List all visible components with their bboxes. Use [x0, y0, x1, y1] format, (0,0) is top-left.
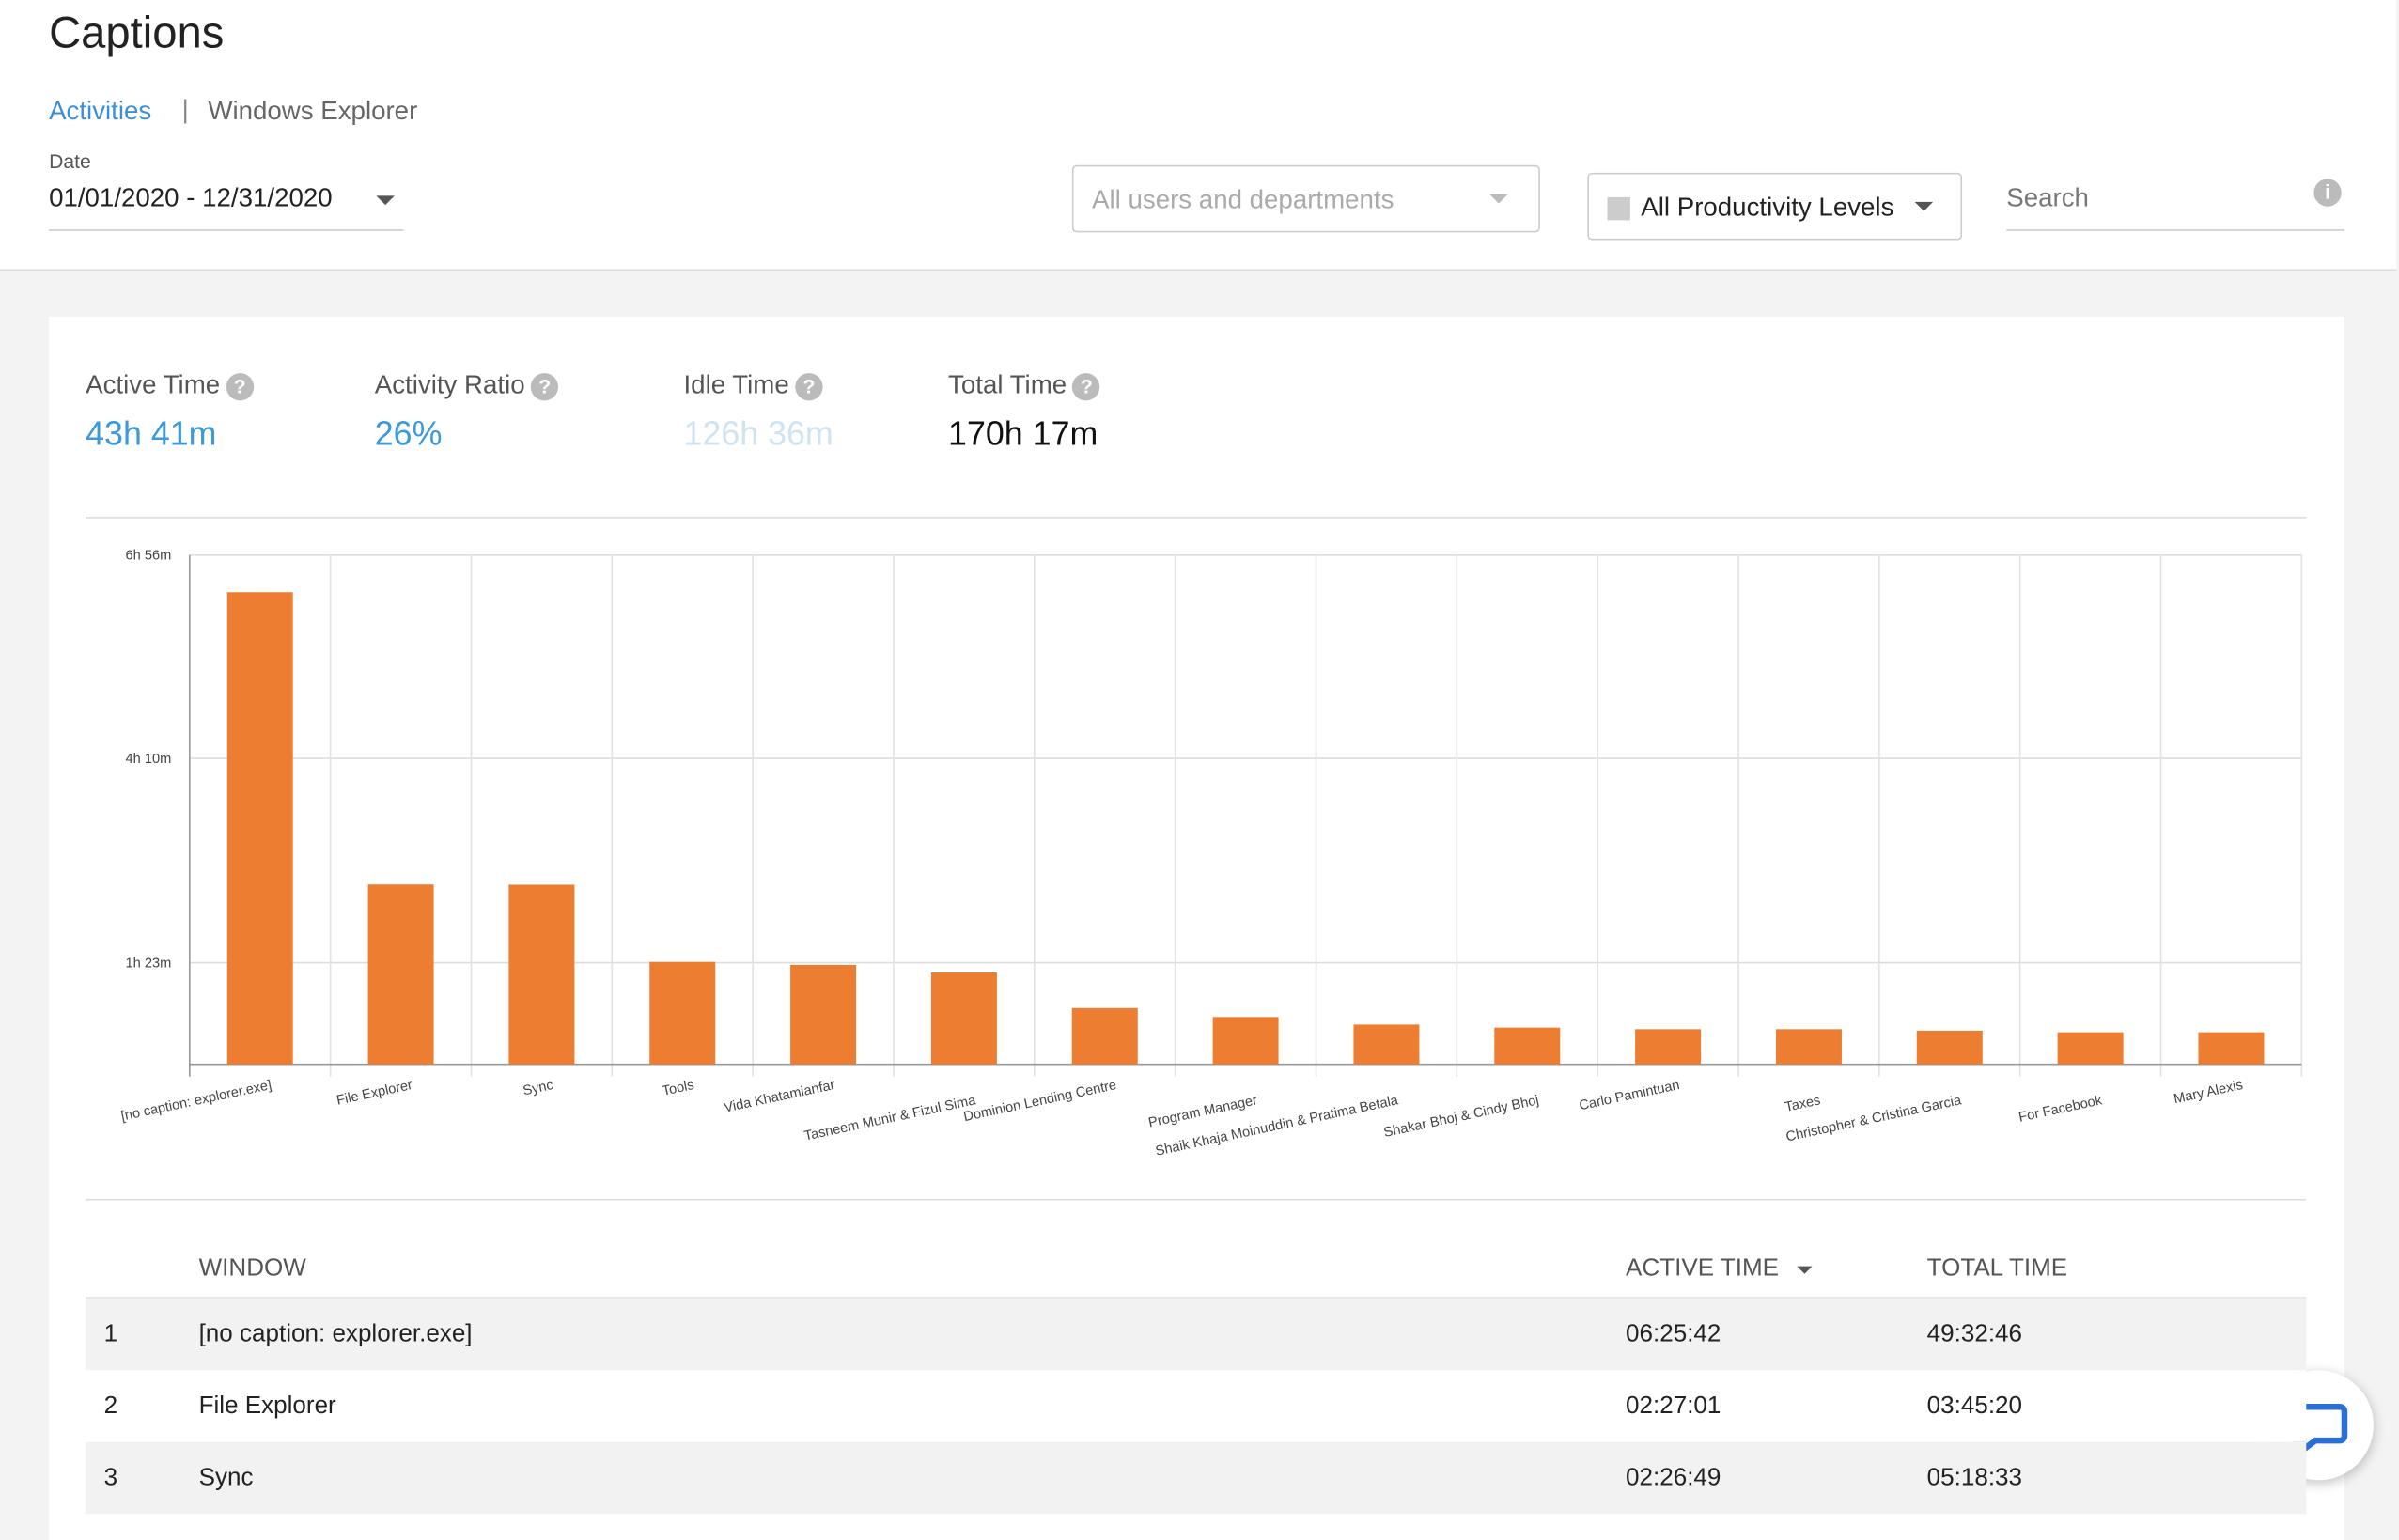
stat-value: 170h 17m: [948, 414, 1098, 453]
x-tick-label: Sync: [522, 1078, 554, 1098]
users-select[interactable]: All users and departments: [1071, 164, 1540, 233]
date-label: Date: [49, 149, 91, 173]
header-border: [86, 1297, 2307, 1299]
table-cell: 49:32:46: [1926, 1321, 2023, 1347]
bar: [1494, 1027, 1561, 1065]
table-row[interactable]: [86, 1441, 2307, 1515]
table-cell: 05:18:33: [1926, 1465, 2023, 1491]
x-tick-label: Shaik Khaja Moinuddin & Pratima Betala: [1154, 1093, 1400, 1159]
x-tick-label: Tasneem Munir & Fizul Sima: [802, 1093, 977, 1144]
page-title: Captions: [49, 8, 225, 58]
x-tick-label: Shakar Bhoj & Cindy Bhoj: [1382, 1093, 1540, 1141]
bar: [1635, 1029, 1702, 1065]
x-tick-label: Tools: [661, 1078, 695, 1099]
separator: |: [181, 94, 189, 124]
help-icon[interactable]: ?: [1072, 373, 1100, 401]
table-row[interactable]: [86, 1370, 2307, 1442]
search-placeholder: Search: [2006, 183, 2089, 213]
table-cell: 02:26:49: [1626, 1465, 1721, 1491]
y-tick-label: 1h 23m: [125, 956, 171, 971]
search-box[interactable]: Search i: [2006, 179, 2344, 231]
bar: [1775, 1029, 1842, 1065]
divider: [86, 1198, 2307, 1201]
x-tick-label: Vida Khatamianfar: [723, 1078, 836, 1116]
column-header[interactable]: ACTIVE TIME: [1626, 1255, 1780, 1282]
bar: [367, 884, 434, 1065]
x-tick-label: File Explorer: [335, 1078, 414, 1109]
row-rank: 3: [103, 1465, 118, 1491]
stat-value: 43h 41m: [86, 414, 217, 453]
stat-label: Activity Ratio?: [375, 370, 559, 401]
column-header: TOTAL TIME: [1926, 1255, 2068, 1282]
stat-label: Total Time?: [948, 370, 1100, 401]
info-icon[interactable]: i: [2313, 179, 2342, 207]
users-select-text: All users and departments: [1092, 184, 1394, 214]
sort-arrow: [1797, 1266, 1813, 1282]
bar: [1071, 1007, 1138, 1065]
dropdown-arrow: [1489, 194, 1508, 213]
bar: [790, 964, 857, 1065]
breadcrumb-link[interactable]: Activities: [49, 96, 152, 126]
dropdown-arrow: [1914, 201, 1934, 221]
table-cell: Sync: [198, 1465, 254, 1491]
bar: [1353, 1024, 1420, 1065]
date-picker[interactable]: 01/01/2020 - 12/31/2020: [49, 183, 404, 231]
table-cell: File Explorer: [198, 1392, 336, 1420]
dropdown-arrow: [376, 195, 395, 214]
chart: 1h 23m 4h 10m 6h 56m [no caption: explorer.…: [119, 549, 2303, 1159]
color-swatch: [1607, 196, 1630, 221]
bar: [226, 592, 293, 1065]
breadcrumb-current: Windows Explorer: [208, 96, 418, 126]
x-tick-label: Dominion Lending Centre: [962, 1078, 1118, 1125]
table-cell: 03:45:20: [1926, 1392, 2023, 1420]
help-icon[interactable]: ?: [226, 373, 254, 401]
bar: [2057, 1032, 2124, 1065]
table-row[interactable]: [86, 1298, 2307, 1371]
stat-label: Idle Time?: [683, 370, 823, 401]
table-cell: 02:27:01: [1626, 1392, 1721, 1420]
y-tick-label: 6h 56m: [125, 549, 171, 564]
column-header: WINDOW: [198, 1255, 306, 1282]
bar: [930, 972, 997, 1065]
productivity-select[interactable]: All Productivity Levels: [1587, 172, 1963, 241]
row-rank: 2: [103, 1392, 118, 1420]
x-tick-label: [no caption: explorer.exe]: [119, 1078, 273, 1125]
y-tick-label: 4h 10m: [125, 752, 171, 767]
x-tick-label: Mary Alexis: [2173, 1078, 2244, 1107]
table-cell: 06:25:42: [1626, 1321, 1721, 1347]
table-cell: [no caption: explorer.exe]: [198, 1321, 473, 1347]
bar: [1212, 1017, 1279, 1065]
divider: [86, 517, 2307, 519]
bar: [1916, 1030, 1983, 1065]
date-value: 01/01/2020 - 12/31/2020: [49, 183, 333, 213]
row-rank: 1: [103, 1321, 118, 1347]
stat-label: Active Time?: [86, 370, 254, 401]
bar: [2198, 1032, 2265, 1065]
bar: [649, 961, 716, 1065]
bar: [508, 884, 575, 1065]
x-tick-label: For Facebook: [2017, 1093, 2104, 1126]
productivity-select-text: All Productivity Levels: [1641, 193, 1894, 222]
help-icon[interactable]: ?: [531, 373, 559, 401]
stat-value: 26%: [374, 414, 443, 453]
help-icon[interactable]: ?: [795, 373, 823, 401]
x-tick-label: Carlo Pamintuan: [1578, 1078, 1681, 1113]
stat-value: 126h 36m: [683, 414, 833, 453]
x-tick-label: Taxes: [1784, 1093, 1822, 1115]
